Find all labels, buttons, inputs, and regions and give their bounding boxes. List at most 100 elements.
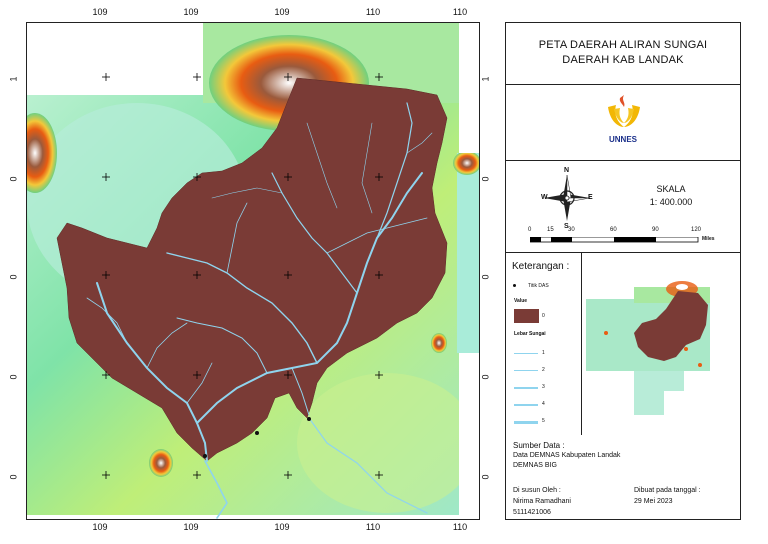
point-label: Titik DAS [528, 283, 549, 289]
river-outflow [204, 460, 228, 519]
source-line1: Data DEMNAS Kabupaten Landak [513, 452, 621, 459]
inset-map-canvas [586, 281, 710, 415]
river-class-label: 1 [542, 350, 545, 356]
axis-left-label: 0 [8, 474, 19, 480]
logo-section: UNNES [506, 85, 740, 161]
river-network [86, 102, 433, 519]
date-value: 29 Mei 2023 [634, 498, 673, 505]
value-heading: Value [514, 298, 528, 304]
scale-tick: 30 [568, 227, 575, 233]
nodata-ne [459, 23, 479, 153]
legend-heading: Keterangan : [512, 261, 570, 272]
north-label: N [564, 167, 570, 174]
map-title-line2: DAERAH KAB LANDAK [562, 54, 684, 66]
source-heading: Sumber Data : [513, 441, 565, 450]
river-class-line [514, 387, 538, 389]
unnes-logo-icon [608, 95, 640, 127]
scale-section: N S W E SKALA 1: 400.000 0 15 30 60 90 1… [506, 161, 740, 253]
river-trib-3 [376, 102, 413, 239]
axis-right-label: 0 [480, 374, 491, 380]
axis-bottom-label: 109 [183, 522, 199, 532]
river-trib-14 [306, 122, 338, 209]
watershed-point [203, 454, 207, 458]
dem-east-strip [457, 153, 479, 353]
watershed-point [255, 431, 259, 435]
axis-left-label: 0 [8, 274, 19, 280]
river-trib-12 [406, 132, 433, 154]
watershed-swatch [514, 309, 539, 323]
source-line2: DEMNAS BIG [513, 462, 557, 469]
axis-left-label: 0 [8, 374, 19, 380]
logo-text: UNNES [608, 135, 637, 144]
axis-left-label: 0 [8, 176, 19, 182]
river-trib-7 [226, 202, 248, 274]
axis-top-label: 109 [92, 7, 108, 17]
river-class-label: 2 [542, 367, 545, 373]
river-class-label: 5 [542, 418, 545, 424]
axis-top-label: 110 [452, 7, 468, 17]
scale-label: SKALA [656, 184, 686, 194]
scale-tick: 120 [691, 227, 702, 233]
point-symbol [513, 284, 516, 287]
mountain-west [27, 113, 57, 193]
north-arrow-icon [544, 174, 591, 221]
author-id: 5111421006 [513, 509, 551, 516]
scale-tick: 90 [652, 227, 659, 233]
river-class-label: 4 [542, 401, 545, 407]
river-trib-4 [176, 317, 268, 374]
mountain-east [431, 333, 447, 353]
axis-bottom-label: 109 [92, 522, 108, 532]
river-main-east [196, 172, 423, 424]
river-trib-9 [86, 297, 128, 344]
author-heading: Di susun Oleh : [513, 487, 561, 494]
river-class-line [514, 353, 538, 354]
axis-right-label: 1 [480, 76, 491, 82]
axis-top-label: 109 [183, 7, 199, 17]
river-trib-5 [291, 367, 310, 416]
watershed-area [56, 77, 448, 462]
nodata-nw [27, 23, 203, 95]
east-label: E [588, 194, 593, 201]
river-trib-10 [186, 362, 213, 404]
river-class-line [514, 370, 538, 371]
credits-section: Sumber Data : Data DEMNAS Kabupaten Land… [506, 435, 740, 521]
watershed-point [307, 417, 311, 421]
river-class-line [514, 404, 538, 406]
axis-top-label: 109 [274, 7, 290, 17]
inset-map[interactable] [582, 253, 740, 435]
river-heading: Lebar Sungai [514, 331, 546, 337]
axis-bottom-label: 110 [452, 522, 468, 532]
scale-tick: 60 [610, 227, 617, 233]
axis-left-label: 1 [8, 76, 19, 82]
nodata-east [459, 353, 479, 519]
title-section: PETA DAERAH ALIRAN SUNGAI DAERAH KAB LAN… [506, 23, 740, 85]
scale-tick: 0 [528, 227, 532, 233]
river-trib-1 [166, 252, 318, 364]
scale-bar [530, 237, 699, 243]
river-trib-8 [326, 217, 428, 254]
scale-unit: Miles [702, 236, 715, 242]
author-name: Nirima Ramadhani [513, 498, 571, 505]
legend-box: Keterangan : Titik DAS Value 0 Lebar Sun… [506, 253, 582, 435]
axis-right-label: 0 [480, 474, 491, 480]
date-heading: Dibuat pada tanggal : [634, 487, 701, 494]
river-class-line [514, 421, 538, 424]
map-title-line1: PETA DAERAH ALIRAN SUNGAI [538, 39, 708, 51]
river-main [96, 282, 208, 462]
value-item: 0 [542, 313, 545, 319]
south-label: S [564, 223, 569, 230]
scale-value: 1: 400.000 [649, 197, 693, 207]
west-label: W [541, 194, 548, 201]
river-trib-13 [361, 122, 373, 214]
axis-right-label: 0 [480, 274, 491, 280]
graticule [102, 73, 383, 479]
dem-plain [297, 373, 477, 513]
main-map[interactable] [26, 22, 480, 520]
axis-bottom-label: 110 [365, 522, 381, 532]
river-trib-11 [211, 187, 283, 199]
axis-right-label: 0 [480, 176, 491, 182]
axis-top-label: 110 [365, 7, 381, 17]
map-canvas[interactable] [27, 23, 480, 520]
map-layout-panel: PETA DAERAH ALIRAN SUNGAI DAERAH KAB LAN… [505, 22, 741, 520]
river-trib-6 [146, 322, 188, 369]
